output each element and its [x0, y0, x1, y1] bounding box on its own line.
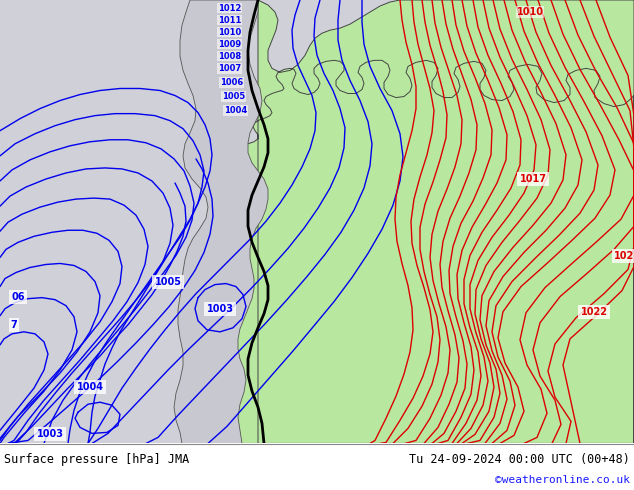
Text: 1011: 1011	[218, 16, 242, 24]
Text: Tu 24-09-2024 00:00 UTC (00+48): Tu 24-09-2024 00:00 UTC (00+48)	[409, 453, 630, 466]
Text: 1003: 1003	[207, 304, 233, 314]
Text: 1022: 1022	[581, 307, 607, 317]
Text: 1008: 1008	[218, 52, 241, 61]
Polygon shape	[192, 0, 634, 443]
Text: 1005: 1005	[222, 92, 245, 101]
Text: 06: 06	[11, 292, 25, 302]
Text: 102: 102	[614, 251, 634, 262]
Text: 1012: 1012	[218, 3, 242, 13]
Text: 1006: 1006	[220, 78, 243, 87]
Text: 7: 7	[11, 320, 17, 330]
Text: 1004: 1004	[224, 106, 247, 115]
Text: 1004: 1004	[77, 382, 103, 392]
Text: 1010: 1010	[218, 27, 242, 37]
Text: 1003: 1003	[37, 429, 63, 440]
Text: 1007: 1007	[218, 64, 241, 73]
Text: 1009: 1009	[218, 40, 241, 49]
Text: 1010: 1010	[517, 7, 543, 17]
Text: Surface pressure [hPa] JMA: Surface pressure [hPa] JMA	[4, 453, 190, 466]
Text: 1017: 1017	[519, 174, 547, 184]
Polygon shape	[174, 0, 268, 443]
Text: ©weatheronline.co.uk: ©weatheronline.co.uk	[495, 475, 630, 485]
Text: 1005: 1005	[155, 276, 181, 287]
